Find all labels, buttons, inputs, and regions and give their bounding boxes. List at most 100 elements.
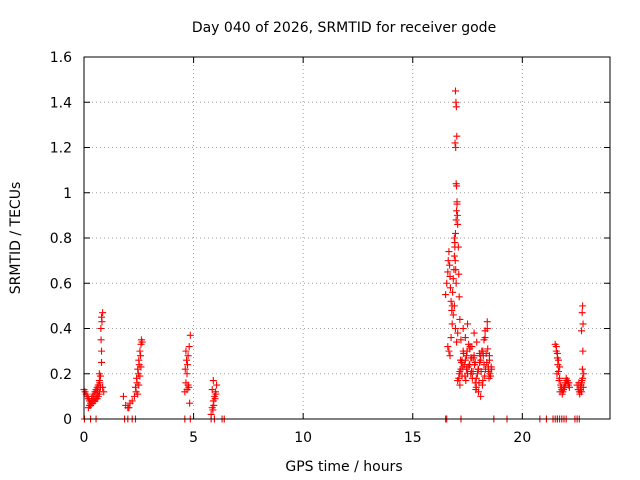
chart-title: Day 040 of 2026, SRMTID for receiver god… [192, 20, 496, 36]
data-point [464, 320, 472, 328]
data-point [452, 216, 460, 224]
data-point [555, 377, 563, 385]
data-point [452, 266, 460, 274]
y-tick-label: 1.6 [50, 50, 72, 66]
data-point [461, 334, 469, 342]
data-point [560, 383, 568, 391]
data-point [186, 399, 194, 407]
data-point [485, 374, 493, 382]
data-point [483, 318, 491, 326]
y-tick-label: 0.8 [50, 231, 72, 247]
data-point [457, 336, 465, 344]
data-point [461, 372, 469, 380]
data-point [98, 347, 106, 355]
data-point [183, 370, 191, 378]
data-point [125, 404, 133, 412]
data-point [470, 354, 478, 362]
data-point [452, 103, 460, 111]
data-point [450, 302, 458, 310]
data-point [184, 352, 192, 360]
data-point [453, 200, 461, 208]
data-point [579, 320, 587, 328]
data-point [446, 261, 454, 269]
data-point [446, 284, 454, 292]
data-point [552, 343, 560, 351]
data-point [212, 390, 220, 398]
data-point [453, 182, 461, 190]
data-point [211, 395, 219, 403]
data-point [100, 388, 108, 396]
data-point [484, 345, 492, 353]
data-point [98, 313, 106, 321]
data-point [450, 252, 458, 260]
data-point [477, 392, 485, 400]
data-point [95, 370, 103, 378]
data-point [451, 229, 459, 237]
data-point [183, 356, 191, 364]
data-point [137, 363, 145, 371]
data-point [456, 381, 464, 389]
data-point [558, 390, 566, 398]
data-point [213, 381, 221, 389]
plot-frame [83, 56, 611, 420]
x-tick-label: 20 [513, 430, 531, 446]
data-point [458, 356, 466, 364]
data-point [451, 243, 459, 251]
x-tick-label: 15 [404, 430, 422, 446]
data-point [449, 288, 457, 296]
data-point [475, 379, 483, 387]
data-point [447, 297, 455, 305]
data-point [452, 144, 460, 151]
data-point [136, 372, 144, 380]
data-point [455, 293, 463, 301]
data-point [462, 365, 470, 373]
data-point [480, 361, 488, 369]
data-point [480, 336, 488, 344]
data-point [451, 139, 459, 147]
data-point [208, 386, 216, 394]
data-point [447, 334, 455, 342]
data-point [452, 279, 460, 287]
data-point [467, 370, 475, 378]
data-point [97, 336, 105, 344]
data-point [451, 325, 459, 332]
y-axis-label: SRMTID / TECUs [8, 182, 24, 295]
y-tick-label: 0.2 [50, 367, 72, 383]
data-point [465, 361, 473, 369]
data-point [450, 234, 458, 242]
data-point [468, 374, 476, 382]
data-point [444, 343, 452, 351]
tick-layer: 0 0.2 0.4 0.6 0.8 1 1.2 1.4 1.6 0 5 10 15 20 [50, 50, 610, 446]
data-point [137, 352, 145, 360]
x-tick-label: 10 [294, 430, 312, 446]
data-point [451, 257, 459, 265]
data-point [95, 390, 103, 398]
data-point [454, 377, 462, 385]
data-point [556, 363, 564, 371]
data-point [185, 383, 193, 391]
data-point [487, 363, 495, 371]
data-point [484, 367, 492, 375]
data-point [472, 386, 480, 394]
data-point [453, 132, 461, 140]
y-tick-label: 0 [63, 412, 72, 428]
data-point [443, 279, 451, 287]
y-tick-label: 0.6 [50, 276, 72, 292]
x-tick-label: 5 [189, 430, 198, 446]
y-tick-label: 1 [63, 186, 72, 202]
data-point [463, 347, 471, 355]
data-point [442, 291, 450, 299]
data-point [476, 349, 484, 357]
data-point [451, 87, 459, 95]
data-point [210, 401, 218, 409]
y-tick-label: 1.2 [50, 141, 72, 157]
data-point [453, 338, 461, 346]
x-tick-label: 0 [80, 430, 89, 446]
data-point [186, 331, 194, 339]
data-point [470, 329, 478, 337]
data-point [460, 349, 468, 357]
data-point [481, 327, 489, 335]
x-axis-label: GPS time / hours [285, 459, 402, 475]
data-point [454, 220, 462, 228]
